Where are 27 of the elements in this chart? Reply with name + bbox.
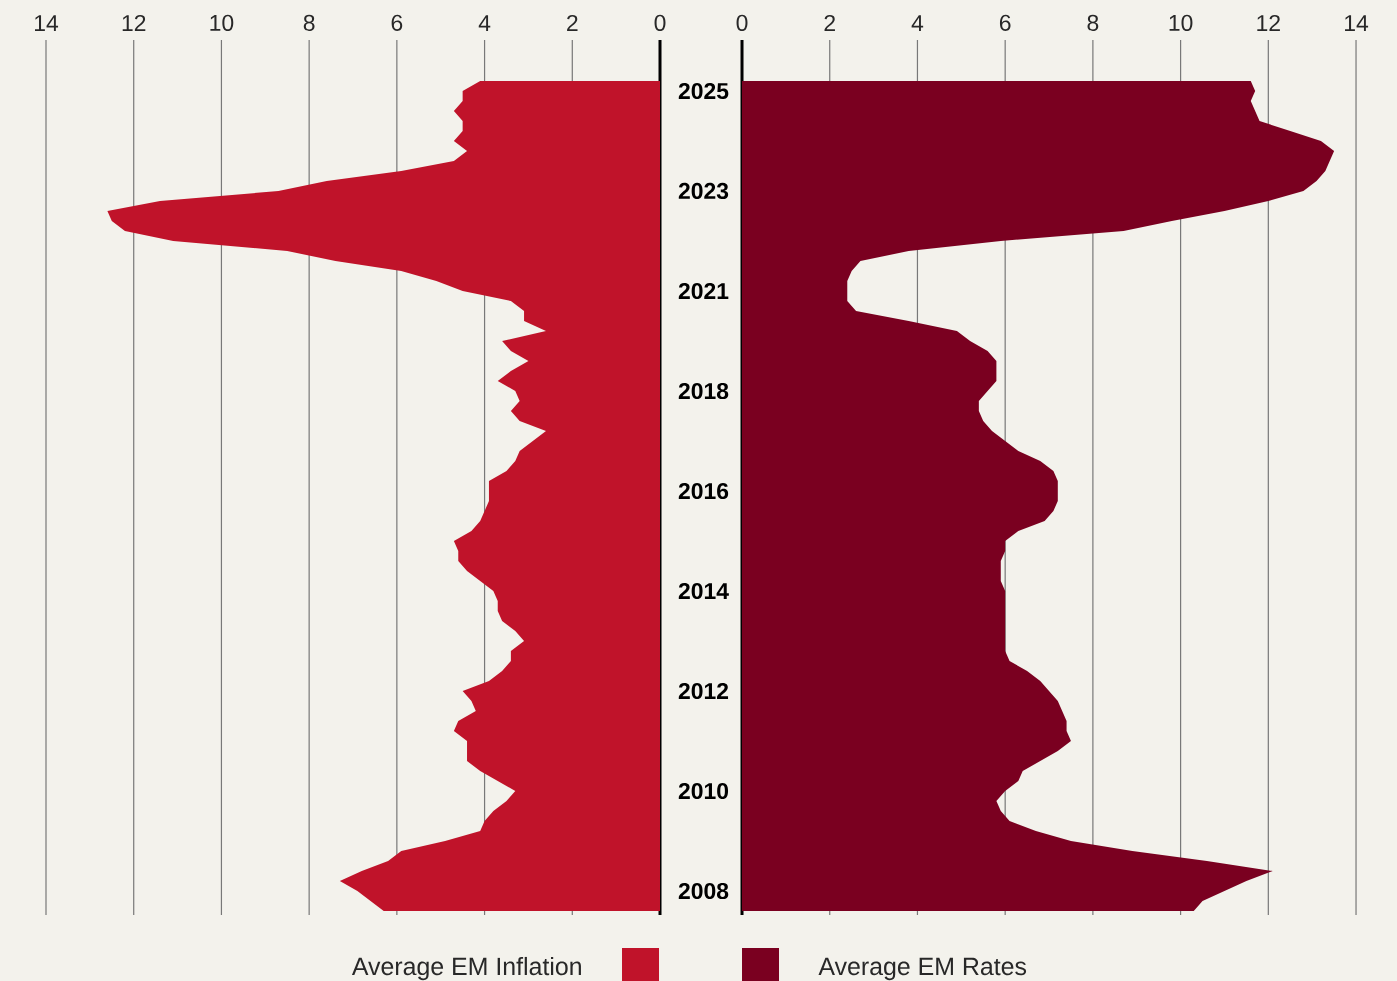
y-tick-label: 2025 xyxy=(678,82,729,100)
y-tick-label: 2021 xyxy=(678,282,729,300)
x-tick-label: 0 xyxy=(654,14,666,31)
y-tick-label: 2016 xyxy=(678,482,729,500)
x-tick-label: 4 xyxy=(478,15,491,31)
y-tick-label: 2008 xyxy=(678,882,729,900)
y-tick-label: 2012 xyxy=(678,682,729,700)
y-tick-label: 2014 xyxy=(678,582,729,600)
x-tick-label: 10 xyxy=(1169,14,1193,31)
x-tick-label: 14 xyxy=(1345,15,1369,31)
x-tick-label: 12 xyxy=(122,14,146,31)
legend-label: Average EM Inflation xyxy=(351,956,581,981)
x-tick-label: 4 xyxy=(911,15,924,31)
x-tick-label: 8 xyxy=(1087,14,1099,31)
x-tick-label: 12 xyxy=(1257,14,1280,31)
x-tick-label: 2 xyxy=(824,14,835,31)
y-tick-label: 2018 xyxy=(678,382,729,400)
x-tick-label: 0 xyxy=(736,14,748,31)
x-tick-label: 6 xyxy=(999,14,1011,31)
y-tick-label: 2010 xyxy=(678,782,729,800)
x-tick-label: 2 xyxy=(567,14,578,31)
y-tick-label: 2023 xyxy=(678,182,729,200)
x-tick-label: 14 xyxy=(35,15,59,31)
legend-label: Average EM Rates xyxy=(818,957,1027,981)
x-tick-label: 10 xyxy=(210,14,234,31)
x-tick-label: 8 xyxy=(303,14,315,31)
x-tick-label: 6 xyxy=(391,14,403,31)
